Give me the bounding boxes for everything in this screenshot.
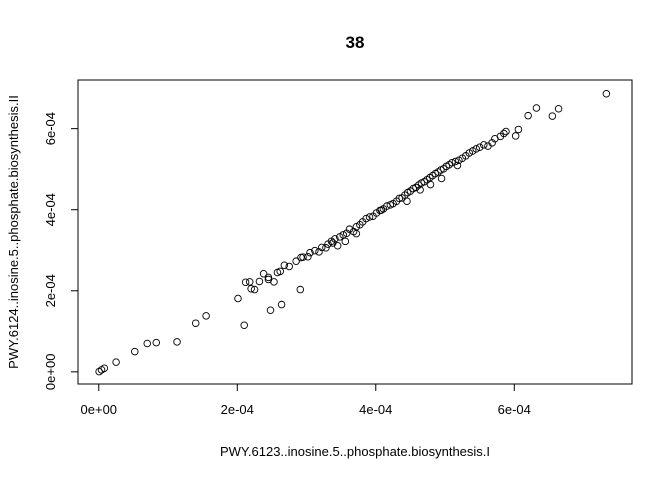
data-point <box>514 125 523 134</box>
data-point <box>339 231 347 239</box>
data-point <box>131 347 139 356</box>
data-point <box>112 358 120 366</box>
y-tick-label: 0e+00 <box>43 354 58 391</box>
data-point <box>524 111 532 120</box>
data-point <box>352 229 361 238</box>
x-axis: 0e+00 2e-04 4e-04 6e-04 <box>81 383 531 417</box>
data-point <box>264 275 273 284</box>
data-point <box>173 338 181 346</box>
data-point <box>245 278 254 286</box>
x-tick-label: 0e+00 <box>81 402 118 417</box>
data-point <box>241 278 250 287</box>
data-point <box>395 194 404 203</box>
data-point <box>100 364 109 372</box>
data-point <box>333 242 342 250</box>
data-point <box>453 161 462 170</box>
data-point <box>95 367 103 376</box>
data-point <box>277 300 286 309</box>
data-point <box>266 306 275 314</box>
data-point <box>304 252 312 261</box>
plot-frame <box>77 79 633 385</box>
x-tick-label: 4e-04 <box>359 402 392 417</box>
data-point <box>255 277 264 286</box>
data-point <box>500 129 508 138</box>
data-point <box>311 246 319 255</box>
data-point <box>472 145 480 153</box>
data-point <box>439 165 448 173</box>
data-point <box>377 206 386 214</box>
y-tick-label: 4e-04 <box>43 193 58 226</box>
data-point <box>259 269 268 278</box>
chart-title: 38 <box>346 33 365 52</box>
data-point <box>264 273 273 282</box>
data-point <box>297 253 305 262</box>
data-point <box>426 180 435 189</box>
data-point <box>548 112 557 120</box>
y-tick-label: 2e-04 <box>43 274 58 307</box>
y-axis-label: PWY.6124..inosine.5..phosphate.biosynthe… <box>6 95 21 369</box>
data-point <box>502 127 510 136</box>
data-point <box>276 267 284 276</box>
data-point <box>331 235 339 243</box>
data-point <box>318 243 326 252</box>
data-point <box>488 139 496 147</box>
data-point <box>250 285 259 294</box>
x-tick-label: 2e-04 <box>221 402 254 417</box>
data-point <box>475 143 484 152</box>
data-point <box>247 284 255 293</box>
data-point <box>234 294 242 303</box>
data-point <box>362 214 370 223</box>
data-point <box>191 319 200 327</box>
data-point <box>412 183 420 192</box>
data-point <box>342 229 351 237</box>
data-point <box>383 202 391 210</box>
data-point <box>285 262 293 271</box>
data-point <box>451 157 460 166</box>
data-point <box>554 105 563 113</box>
data-point <box>437 174 446 183</box>
data-point <box>306 248 314 257</box>
data-point <box>280 261 289 269</box>
data-point <box>532 104 541 112</box>
data-point <box>511 132 520 140</box>
data-point <box>341 237 350 246</box>
data-point <box>345 225 354 233</box>
y-axis: 0e+00 2e-04 4e-04 6e-04 <box>43 112 79 391</box>
x-axis-label: PWY.6123..inosine.5..phosphate.biosynthe… <box>220 444 490 459</box>
data-point <box>406 187 415 195</box>
data-point <box>322 244 330 252</box>
x-tick-label: 6e-04 <box>498 402 531 417</box>
data-point <box>480 141 488 149</box>
data-points <box>95 90 611 376</box>
data-point <box>296 285 305 294</box>
data-point <box>240 321 248 329</box>
data-point <box>292 257 300 265</box>
data-point <box>329 239 337 247</box>
data-point <box>602 90 611 98</box>
data-point <box>416 186 424 194</box>
data-point <box>152 338 161 347</box>
data-point <box>403 197 411 205</box>
y-tick-label: 6e-04 <box>43 112 58 145</box>
data-point <box>202 312 210 320</box>
data-point <box>365 213 374 221</box>
data-point <box>143 339 151 348</box>
